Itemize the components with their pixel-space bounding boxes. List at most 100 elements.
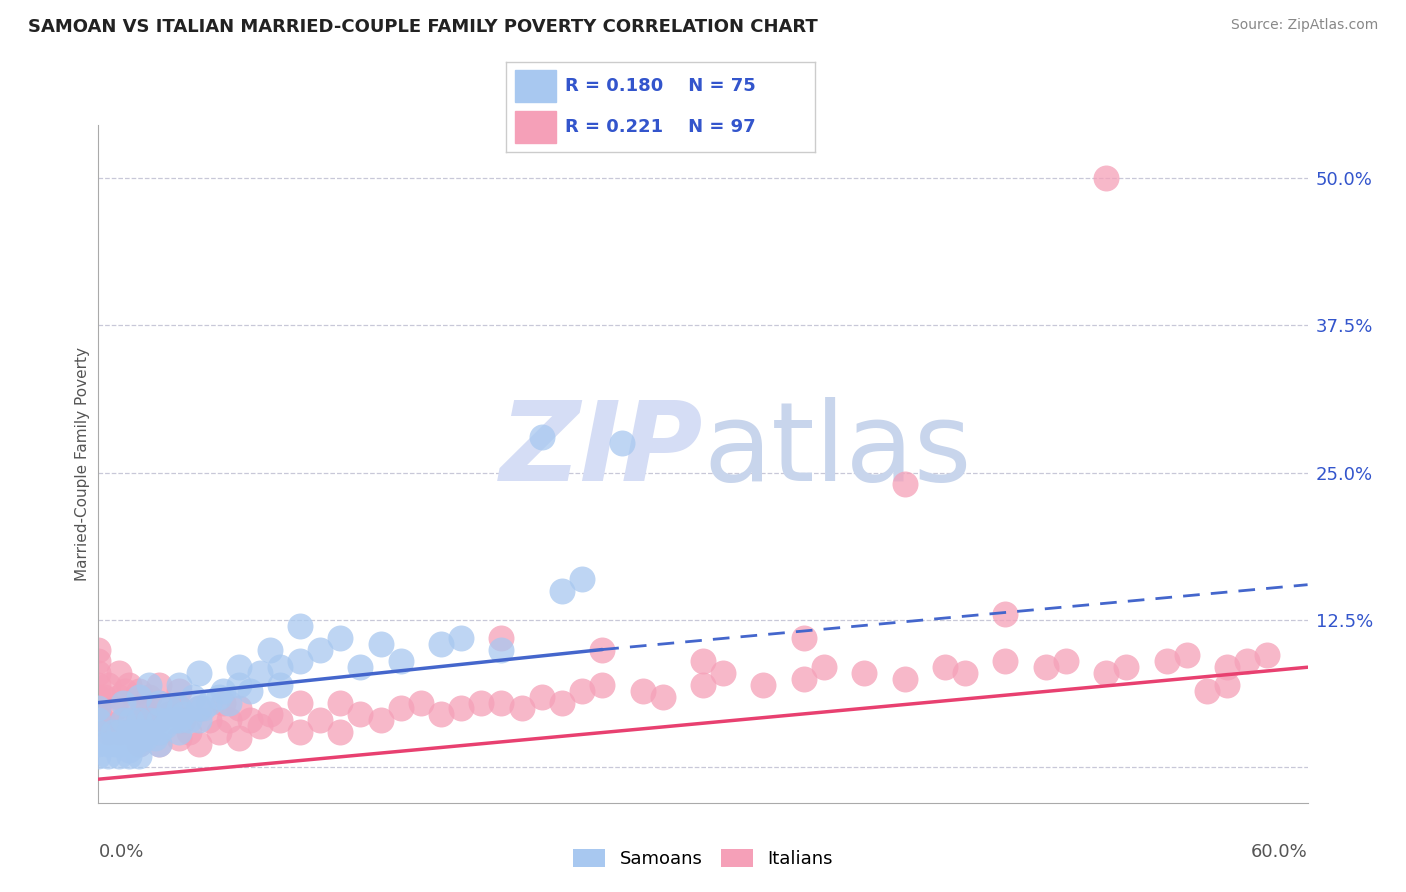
Point [107,690,129,704]
Point [259,707,281,722]
Point [1156,654,1178,668]
Point [167,701,190,715]
Point [259,642,281,657]
Point [87,713,110,727]
Point [249,666,271,681]
Point [228,678,250,692]
Point [111,713,134,727]
Point [409,696,432,710]
Point [651,690,673,704]
Point [157,707,180,722]
Point [430,707,453,722]
Point [430,637,453,651]
Point [148,696,170,710]
Point [193,701,215,715]
Point [128,683,150,698]
Point [128,713,150,727]
Point [107,725,129,739]
Point [813,660,835,674]
Point [953,666,976,681]
Point [128,713,150,727]
Point [591,642,613,657]
Point [172,713,194,727]
Bar [516,111,555,143]
Point [389,701,412,715]
Bar [516,70,555,102]
Point [111,713,134,727]
Point [1236,654,1258,668]
Point [128,690,150,704]
Point [124,737,146,751]
Point [1115,660,1137,674]
Point [157,713,180,727]
Point [228,701,250,715]
Point [103,737,125,751]
Point [134,731,156,745]
Point [118,678,141,692]
Point [87,654,110,668]
Point [101,725,124,739]
Point [309,713,332,727]
Point [97,725,120,739]
Point [1195,683,1218,698]
Y-axis label: Married-Couple Family Poverty: Married-Couple Family Poverty [75,347,90,581]
Point [143,731,166,745]
Point [198,713,221,727]
Point [470,696,492,710]
Point [893,672,915,686]
Point [107,725,129,739]
Point [1175,648,1198,663]
Point [87,737,110,751]
Point [177,725,201,739]
Point [93,690,115,704]
Point [269,678,291,692]
Point [167,678,190,692]
Point [1035,660,1057,674]
Point [148,678,170,692]
Point [188,701,211,715]
Point [188,701,211,715]
Text: R = 0.221    N = 97: R = 0.221 N = 97 [565,118,755,136]
Point [87,748,110,763]
Legend: Samoans, Italians: Samoans, Italians [565,841,841,875]
Point [212,683,235,698]
Text: 0.0%: 0.0% [98,844,143,862]
Point [91,713,114,727]
Point [107,748,129,763]
Point [1216,660,1239,674]
Point [571,683,593,698]
Point [591,678,613,692]
Point [142,713,165,727]
Point [138,678,160,692]
Point [181,690,204,704]
Point [349,707,371,722]
Point [711,666,734,681]
Point [153,719,176,733]
Point [218,696,240,710]
Point [128,725,150,739]
Point [551,583,574,598]
Point [138,725,160,739]
Point [87,690,110,704]
Point [1095,666,1118,681]
Point [228,660,250,674]
Point [249,719,271,733]
Point [87,701,110,715]
Point [177,713,201,727]
Point [1054,654,1077,668]
Point [288,725,311,739]
Point [692,678,714,692]
Point [97,748,120,763]
Point [148,713,170,727]
Point [239,713,262,727]
Point [118,737,141,751]
Point [87,713,110,727]
Point [450,631,472,645]
Point [87,678,110,692]
Point [329,696,352,710]
Point [87,666,110,681]
Point [1095,170,1118,185]
Point [132,701,155,715]
Point [97,678,120,692]
Point [288,654,311,668]
